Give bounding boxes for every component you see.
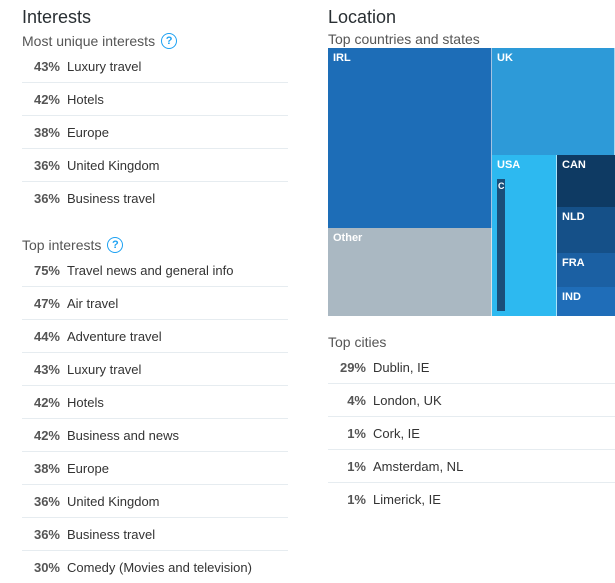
percentage: 43%: [33, 58, 60, 74]
item-label: Business and news: [67, 427, 180, 443]
list-item: 1% Cork, IE: [328, 417, 615, 450]
list-item: 38% Europe: [22, 116, 288, 149]
percentage: 1%: [347, 491, 366, 507]
unique-interests-header: Most unique interests ?: [22, 30, 288, 52]
percentage: 36%: [33, 493, 60, 509]
treemap-cell-ind[interactable]: IND: [557, 287, 615, 316]
item-label: Luxury travel: [67, 58, 142, 74]
percentage: 42%: [33, 427, 60, 443]
top-interests-list: 75% Travel news and general info 47% Air tr…: [22, 254, 288, 583]
list-item: 4% London, UK: [328, 384, 615, 417]
percentage: 1%: [347, 458, 366, 474]
item-label: Adventure travel: [67, 328, 162, 344]
item-label: United Kingdom: [67, 493, 160, 509]
unique-interests-list: 43% Luxury travel 42% Hotels 38% Europe 36% Uni…: [22, 50, 288, 214]
location-section: Location Top countries and states IRL Oth…: [328, 0, 615, 507]
treemap-cell-nld[interactable]: NLD: [557, 207, 615, 253]
percentage: 30%: [33, 559, 60, 575]
list-item: 44% Adventure travel: [22, 320, 288, 353]
item-label: Comedy (Movies and television): [67, 559, 252, 575]
list-item: 43% Luxury travel: [22, 353, 288, 386]
location-title: Location: [328, 7, 397, 27]
treemap-cell-irl[interactable]: IRL: [328, 48, 492, 228]
list-item: 42% Business and news: [22, 419, 288, 452]
item-label: Travel news and general info: [67, 262, 234, 278]
help-circle-icon[interactable]: ?: [107, 237, 124, 253]
top-interests-header: Top interests ?: [22, 234, 288, 256]
list-item: 36% Business travel: [22, 182, 288, 214]
list-item: 38% Europe: [22, 452, 288, 485]
percentage: 42%: [33, 394, 60, 410]
percentage: 38%: [33, 460, 60, 476]
unique-interests-label: Most unique interests: [22, 33, 156, 49]
treemap-cell-other[interactable]: Other: [328, 228, 492, 316]
interests-title: Interests: [22, 7, 92, 27]
percentage: 38%: [33, 124, 60, 140]
item-label: Dublin, IE: [373, 359, 430, 375]
list-item: 43% Luxury travel: [22, 50, 288, 83]
list-item: 36% United Kingdom: [22, 485, 288, 518]
cities-label: Top cities: [328, 334, 387, 350]
list-item: 47% Air travel: [22, 287, 288, 320]
countries-label: Top countries and states: [328, 31, 480, 47]
percentage: 44%: [33, 328, 60, 344]
item-label: United Kingdom: [67, 157, 160, 173]
percentage: 36%: [33, 526, 60, 542]
interests-section: Interests Most unique interests ? 43% Lux…: [22, 0, 288, 583]
item-label: Europe: [67, 124, 109, 140]
item-label: Europe: [67, 460, 109, 476]
item-label: Air travel: [67, 295, 119, 311]
countries-treemap: IRL Other UK USA C CAN NLD FRA IND: [328, 48, 615, 316]
item-label: Hotels: [67, 394, 104, 410]
treemap-cell-fra[interactable]: FRA: [557, 253, 615, 287]
item-label: Amsterdam, NL: [373, 458, 464, 474]
cities-list: 29% Dublin, IE 4% London, UK 1% Cork, IE 1% Ams…: [328, 351, 615, 515]
item-label: Limerick, IE: [373, 491, 441, 507]
item-label: Cork, IE: [373, 425, 420, 441]
list-item: 29% Dublin, IE: [328, 351, 615, 384]
percentage: 4%: [347, 392, 366, 408]
percentage: 1%: [347, 425, 366, 441]
list-item: 75% Travel news and general info: [22, 254, 288, 287]
percentage: 42%: [33, 91, 60, 107]
list-item: 42% Hotels: [22, 83, 288, 116]
percentage: 43%: [33, 361, 60, 377]
help-circle-icon[interactable]: ?: [161, 33, 178, 49]
item-label: Business travel: [67, 526, 156, 542]
item-label: Hotels: [67, 91, 104, 107]
list-item: 42% Hotels: [22, 386, 288, 419]
percentage: 75%: [33, 262, 60, 278]
treemap-cell-can[interactable]: CAN: [557, 155, 615, 207]
percentage: 36%: [33, 157, 60, 173]
percentage: 36%: [33, 190, 60, 206]
list-item: 36% United Kingdom: [22, 149, 288, 182]
percentage: 47%: [33, 295, 60, 311]
list-item: 36% Business travel: [22, 518, 288, 551]
item-label: Business travel: [67, 190, 156, 206]
list-item: 30% Comedy (Movies and television): [22, 551, 288, 583]
item-label: Luxury travel: [67, 361, 142, 377]
list-item: 1% Limerick, IE: [328, 483, 615, 515]
treemap-cell-uk[interactable]: UK: [492, 48, 615, 155]
list-item: 1% Amsterdam, NL: [328, 450, 615, 483]
treemap-cell-c[interactable]: C: [497, 179, 505, 311]
top-interests-label: Top interests: [22, 237, 102, 253]
item-label: London, UK: [373, 392, 442, 408]
percentage: 29%: [339, 359, 366, 375]
